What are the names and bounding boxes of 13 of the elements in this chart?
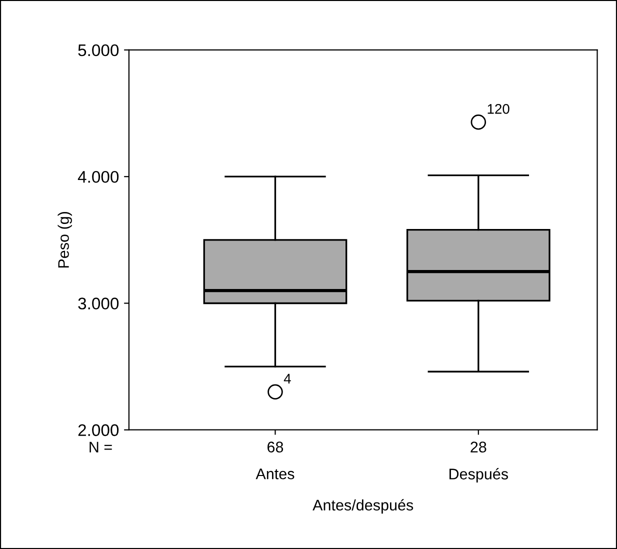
x-axis-title: Antes/después [312,499,414,514]
y-tick-label: 2.000 [78,424,119,436]
text: 68 [268,442,284,452]
annotation: 120 [488,104,510,114]
text: N = [90,442,112,452]
y-tick-label: 5.000 [78,44,119,56]
x-tick-label: Después [450,468,508,482]
y-tick-label: 3.000 [78,298,119,310]
text: 28 [470,442,486,452]
annotation: 4 [284,374,291,384]
y-tick-label: 4.000 [78,170,119,183]
y-axis-title: Peso (g) [58,212,72,268]
x-tick-label: Antes [256,468,294,480]
